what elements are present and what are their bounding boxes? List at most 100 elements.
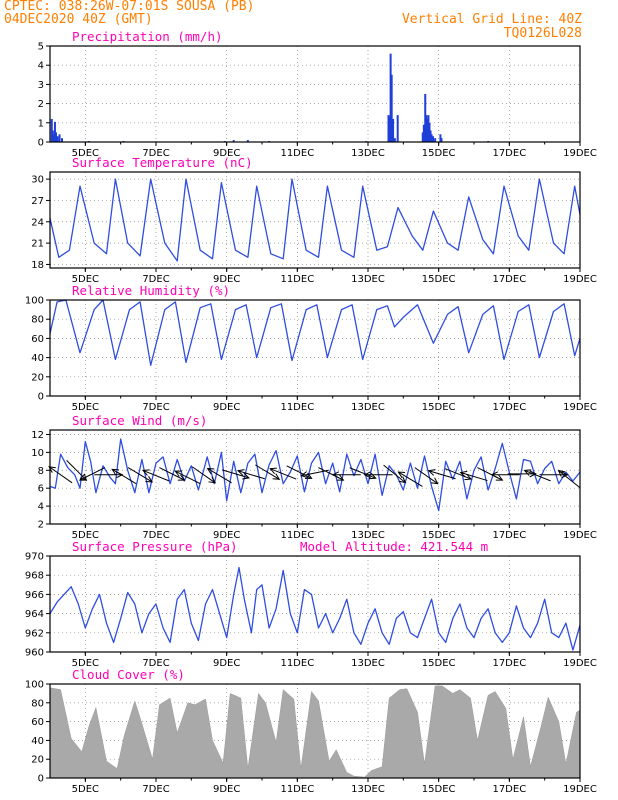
pressure-ytick-label: 966	[25, 590, 44, 601]
humidity-ytick-label: 20	[31, 372, 44, 383]
wind-ytick-label: 8	[38, 466, 44, 477]
humidity-xtick-label: 5DEC	[72, 402, 99, 413]
vertical-grid-note: Vertical Grid Line: 40Z	[401, 12, 582, 27]
cloud-cover-ytick-label: 60	[31, 717, 44, 728]
precipitation-bar	[52, 134, 55, 142]
wind-arrow	[79, 467, 106, 481]
precipitation-ytick-label: 3	[38, 80, 44, 91]
wind-arrow-head	[145, 476, 154, 483]
wind-arrow-head	[363, 471, 371, 479]
temperature-xtick-label: 5DEC	[72, 274, 99, 285]
wind-arrow-head	[490, 471, 499, 479]
wind-arrow	[428, 470, 456, 480]
precipitation-ytick-label: 0	[38, 138, 44, 149]
humidity-ytick-label: 80	[31, 315, 44, 326]
cloud-cover-area	[49, 685, 581, 779]
pressure-ytick-label: 968	[25, 571, 44, 582]
humidity-xtick-label: 19DEC	[563, 402, 597, 413]
precipitation-xtick-label: 11DEC	[280, 148, 314, 159]
wind-arrow	[414, 467, 439, 485]
cloud-cover-xtick-label: 13DEC	[351, 784, 385, 795]
precipitation-bar	[388, 117, 391, 142]
wind-arrow-head	[78, 474, 87, 481]
temperature-ytick-label: 30	[31, 175, 44, 186]
precipitation-bar	[390, 74, 393, 142]
humidity-xtick-label: 17DEC	[492, 402, 526, 413]
wind-arrow	[270, 468, 297, 480]
precipitation-bar	[53, 121, 56, 142]
wind-arrow-head	[269, 467, 277, 475]
temperature-xtick-label: 9DEC	[213, 274, 240, 285]
temperature-frame	[49, 171, 581, 269]
wind-arrow-head	[398, 476, 407, 484]
precipitation-bar	[439, 134, 442, 142]
temperature-panel: 18 21 24 27 30 5DEC 7DEC 9DEC 11DEC 13DEC 15DEC 17D…	[31, 155, 597, 285]
wind-arrow-head	[174, 470, 182, 477]
precipitation-xtick-label: 17DEC	[492, 148, 526, 159]
cloud-cover-xtick-label: 5DEC	[72, 784, 99, 795]
cloud-cover-xtick-label: 15DEC	[422, 784, 456, 795]
pressure-frame	[49, 555, 581, 653]
forecast-date: 04DEC2020 40Z (GMT)	[4, 12, 153, 27]
station-info: CPTEC: 038:26W-07:01S SOUSA (PB)	[4, 0, 255, 14]
temperature-xtick-label: 13DEC	[351, 274, 385, 285]
wind-arrow	[66, 460, 87, 481]
wind-arrow	[111, 468, 137, 485]
wind-arrow-head	[236, 469, 245, 476]
wind-arrow-head	[495, 474, 504, 481]
cloud-cover-xtick-label: 17DEC	[492, 784, 526, 795]
wind-arrow-head	[557, 469, 566, 477]
precipitation-bar	[428, 122, 431, 142]
precipitation-bar	[246, 140, 249, 142]
model-id: TQ0126L028	[503, 26, 582, 41]
pressure-xtick-label: 9DEC	[213, 658, 240, 669]
wind-arrow	[460, 472, 488, 482]
humidity-xtick-label: 15DEC	[422, 402, 456, 413]
pressure-subtitle: Model Altitude: 421.544 m	[300, 539, 488, 554]
wind-xtick-label: 5DEC	[72, 530, 99, 541]
precipitation-bar	[50, 118, 53, 142]
humidity-ytick-label: 0	[38, 392, 44, 403]
precipitation-bar	[421, 132, 424, 142]
wind-arrow-head	[48, 466, 56, 473]
precipitation-bar	[422, 124, 425, 142]
humidity-ytick-label: 40	[31, 353, 44, 364]
wind-arrow-head	[336, 474, 345, 481]
cloud-cover-ytick-label: 0	[38, 774, 44, 785]
precipitation-bar	[393, 138, 396, 142]
precipitation-xtick-label: 13DEC	[351, 148, 385, 159]
precipitation-bar	[389, 53, 392, 142]
precipitation-bar	[434, 138, 437, 142]
pressure-xtick-label: 11DEC	[280, 658, 314, 669]
humidity-line	[49, 299, 581, 366]
wind-arrow	[286, 465, 312, 479]
pressure-xtick-label: 19DEC	[563, 658, 597, 669]
precipitation-bar	[396, 115, 399, 142]
precipitation-ytick-label: 4	[38, 61, 44, 72]
wind-arrow-head	[272, 473, 281, 480]
wind-arrow-head	[523, 469, 532, 476]
wind-arrow	[524, 469, 551, 482]
wind-arrow	[48, 466, 73, 484]
wind-arrow-head	[242, 472, 250, 480]
wind-xtick-label: 15DEC	[422, 530, 456, 541]
wind-arrow	[318, 467, 344, 481]
pressure-ytick-label: 960	[25, 648, 44, 659]
precipitation-xtick-label: 9DEC	[213, 148, 240, 159]
wind-arrow	[255, 464, 280, 480]
pressure-xtick-label: 17DEC	[492, 658, 526, 669]
temperature-ytick-label: 24	[31, 217, 44, 228]
cloud-cover-panel: 0 20 40 60 80 100 5DEC 7DEC 9DEC 11DEC 13DEC 15DEC 1…	[25, 667, 597, 795]
wind-arrow	[142, 469, 170, 482]
precipitation-bar	[58, 134, 61, 142]
humidity-xtick-label: 9DEC	[213, 402, 240, 413]
precipitation-panel: 0 1 2 3 4 5 5DEC 7DEC 9DEC 11DEC 13DEC 15DEC 17DEC 19…	[38, 29, 597, 159]
wind-arrow	[175, 470, 201, 485]
wind-xtick-label: 9DEC	[213, 530, 240, 541]
temperature-title: Surface Temperature (nC)	[72, 155, 253, 170]
wind-title: Surface Wind (m/s)	[72, 413, 207, 428]
humidity-ytick-label: 100	[25, 296, 44, 307]
temperature-line	[49, 178, 581, 262]
cloud-cover-xtick-label: 19DEC	[563, 784, 597, 795]
